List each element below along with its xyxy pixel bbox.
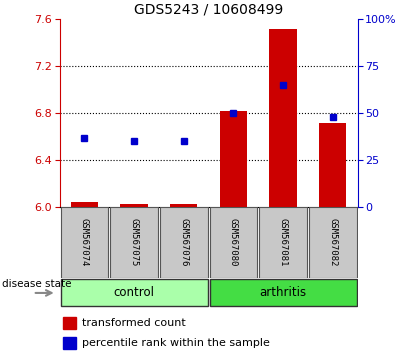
Bar bbox=[270, 29, 297, 207]
Bar bbox=[160, 207, 208, 278]
Bar bbox=[259, 207, 307, 278]
Text: disease state: disease state bbox=[2, 279, 72, 290]
Text: GSM567082: GSM567082 bbox=[328, 218, 337, 267]
Bar bbox=[210, 207, 257, 278]
Bar bbox=[60, 207, 108, 278]
Bar bbox=[62, 318, 76, 329]
Title: GDS5243 / 10608499: GDS5243 / 10608499 bbox=[134, 3, 283, 17]
Bar bbox=[220, 111, 247, 207]
Bar bbox=[60, 279, 208, 307]
Text: transformed count: transformed count bbox=[82, 318, 186, 329]
Bar bbox=[110, 207, 158, 278]
Bar bbox=[319, 123, 346, 207]
Bar bbox=[71, 202, 98, 207]
Text: arthritis: arthritis bbox=[259, 286, 307, 299]
Text: control: control bbox=[113, 286, 155, 299]
Bar bbox=[170, 204, 197, 207]
Bar bbox=[210, 279, 357, 307]
Bar bbox=[62, 337, 76, 349]
Text: percentile rank within the sample: percentile rank within the sample bbox=[82, 338, 270, 348]
Text: GSM567081: GSM567081 bbox=[279, 218, 288, 267]
Text: GSM567080: GSM567080 bbox=[229, 218, 238, 267]
Text: GSM567075: GSM567075 bbox=[129, 218, 139, 267]
Bar bbox=[309, 207, 357, 278]
Bar bbox=[120, 204, 148, 207]
Text: GSM567074: GSM567074 bbox=[80, 218, 89, 267]
Text: GSM567076: GSM567076 bbox=[179, 218, 188, 267]
